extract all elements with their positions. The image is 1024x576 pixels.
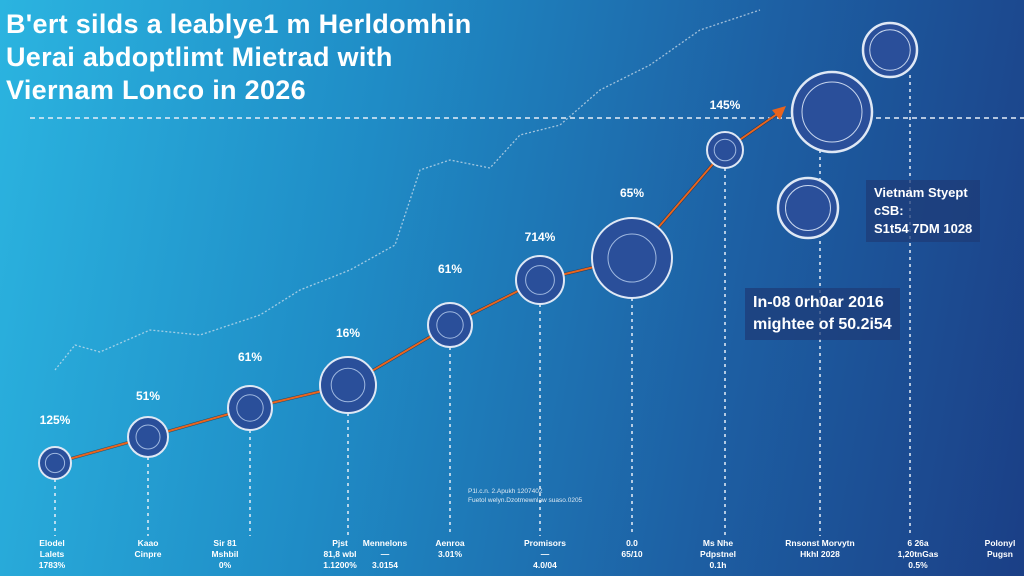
data-point-6	[591, 217, 673, 299]
boat-icon	[776, 176, 840, 240]
data-label: 714%	[524, 230, 556, 244]
axis-label: Sir 81 Mshbil 0%	[211, 538, 239, 570]
trend-shadow-line	[54, 110, 781, 465]
axis-label: Elodel Lalets 1783%	[38, 538, 66, 570]
axis-label: Pjst 81,8 wbl 1.1200%	[323, 538, 357, 570]
axis-label: Kaao Cinpre	[134, 538, 162, 559]
trend-line	[54, 111, 781, 464]
data-label: 51%	[135, 389, 161, 403]
data-point-icon	[525, 265, 555, 295]
boat-icon-inner	[785, 185, 831, 231]
axis-label: Promisors — 4.0/04	[523, 538, 567, 570]
data-point-icon	[135, 424, 161, 450]
data-point-1	[127, 416, 169, 458]
emblem-icon-inner	[869, 29, 911, 71]
magnifier-icon	[790, 70, 874, 154]
axis-label: 0.0 65/10	[621, 538, 643, 559]
data-label: 61%	[437, 262, 463, 276]
footnote: P1l.c.n. 2.Apukh 1207402 Fuetol welyn.Dz…	[468, 488, 583, 504]
chart-title: B'ert silds a leablye1 m Herldomhin Uera…	[6, 9, 472, 105]
data-label: 61%	[237, 350, 263, 364]
data-point-icon	[44, 452, 66, 474]
axis-label: Aenroa 3.01%	[435, 538, 465, 559]
data-label: 16%	[335, 326, 361, 340]
data-point-3	[319, 356, 377, 414]
background-trend-line	[54, 9, 761, 371]
axis-label: Ms Nhe Pdpstnel 0.1h	[700, 538, 736, 570]
data-point-2	[227, 385, 273, 431]
axis-label: Rnsonst Morvytn Hkhl 2028	[785, 538, 855, 559]
data-label: 125%	[39, 413, 71, 427]
data-label: 145%	[709, 98, 741, 112]
data-point-5	[515, 255, 565, 305]
emblem-icon	[861, 21, 919, 79]
data-point-icon	[713, 138, 737, 162]
data-point-icon	[436, 311, 464, 339]
callout-middle: In-08 0rh0ar 2016 mightee of 50.2i54	[745, 288, 900, 340]
data-label: 65%	[619, 186, 645, 200]
data-point-icon	[330, 367, 366, 403]
data-point-icon	[236, 394, 264, 422]
data-point-icon	[607, 233, 657, 283]
axis-label: Polonyl Pugsn	[984, 538, 1016, 559]
data-point-7	[706, 131, 744, 169]
axis-label: Mennelons — 3.0154	[362, 538, 408, 570]
magnifier-icon-inner	[801, 81, 863, 143]
callout-right: Vietnam Styept cSB: S1t54 7DM 1028	[866, 180, 981, 242]
data-point-4	[427, 302, 473, 348]
arrow-head-icon	[772, 106, 786, 120]
data-point-0	[38, 446, 72, 480]
axis-label: 6 26a 1,20tnGas 0.5%	[897, 538, 939, 570]
